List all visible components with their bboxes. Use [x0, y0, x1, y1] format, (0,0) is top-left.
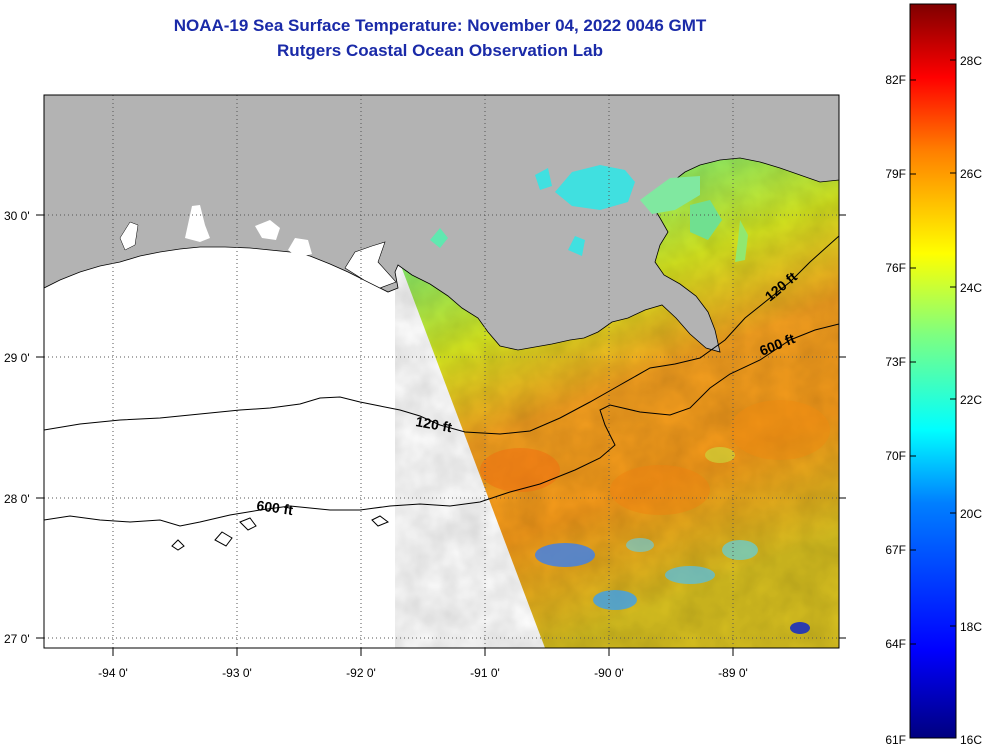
- colorbar-f-label: 82F: [885, 73, 906, 87]
- axis-ticks: [36, 214, 846, 656]
- contour-600ft: [44, 323, 839, 527]
- lake: [255, 220, 280, 240]
- colorbar-f-label: 79F: [885, 167, 906, 181]
- lat-label: 27 0': [4, 632, 30, 646]
- lat-label: 28 0': [4, 492, 30, 506]
- lake: [640, 176, 700, 214]
- colorbar-f-label: 73F: [885, 355, 906, 369]
- colorbar-ticks: [910, 59, 956, 645]
- colorbar-f-label: 76F: [885, 261, 906, 275]
- lake: [535, 168, 552, 190]
- map-plot-area: 120 ft 600 ft 120 ft 600 ft: [44, 95, 839, 648]
- colorbar-f-label: 67F: [885, 543, 906, 557]
- bathymetry-contours: [44, 235, 839, 551]
- map-title: NOAA-19 Sea Surface Temperature: Novembe…: [173, 16, 707, 35]
- colorbar: [909, 3, 957, 739]
- colorbar-fahrenheit: 82F 79F 76F 73F 70F 67F 64F 61F: [885, 73, 906, 747]
- lat-label: 30 0': [4, 209, 30, 223]
- lake: [690, 200, 722, 240]
- colorbar-c-label: 24C: [960, 281, 982, 295]
- lat-label: 29 0': [4, 351, 30, 365]
- colorbar-f-label: 61F: [885, 733, 906, 747]
- colorbar-c-label: 26C: [960, 167, 982, 181]
- map-subtitle: Rutgers Coastal Ocean Observation Lab: [277, 41, 603, 60]
- lake: [344, 241, 397, 289]
- colorbar-c-label: 20C: [960, 507, 982, 521]
- map-grid: [44, 95, 839, 648]
- lake: [119, 221, 139, 251]
- contour-label: 120 ft: [414, 413, 453, 435]
- lake: [288, 238, 312, 258]
- lon-label: -90 0': [594, 666, 624, 680]
- lon-label: -91 0': [470, 666, 500, 680]
- colorbar-c-label: 18C: [960, 620, 982, 634]
- contour-120ft-west: [44, 235, 839, 435]
- lake: [430, 228, 448, 248]
- lake: [555, 165, 635, 210]
- lon-label: -92 0': [346, 666, 376, 680]
- contour-label: 600 ft: [256, 497, 295, 518]
- lake: [568, 236, 585, 256]
- lake: [185, 205, 210, 242]
- colorbar-c-label: 16C: [960, 733, 982, 747]
- lake: [735, 220, 748, 262]
- map-frame: [43, 94, 840, 649]
- colorbar-f-label: 70F: [885, 449, 906, 463]
- lon-label: -89 0': [718, 666, 748, 680]
- colorbar-f-label: 64F: [885, 637, 906, 651]
- colorbar-c-label: 28C: [960, 54, 982, 68]
- lon-label: -93 0': [222, 666, 252, 680]
- lon-label: -94 0': [98, 666, 128, 680]
- colorbar-celsius: 28C 26C 24C 22C 20C 18C 16C: [960, 54, 982, 747]
- colorbar-c-label: 22C: [960, 393, 982, 407]
